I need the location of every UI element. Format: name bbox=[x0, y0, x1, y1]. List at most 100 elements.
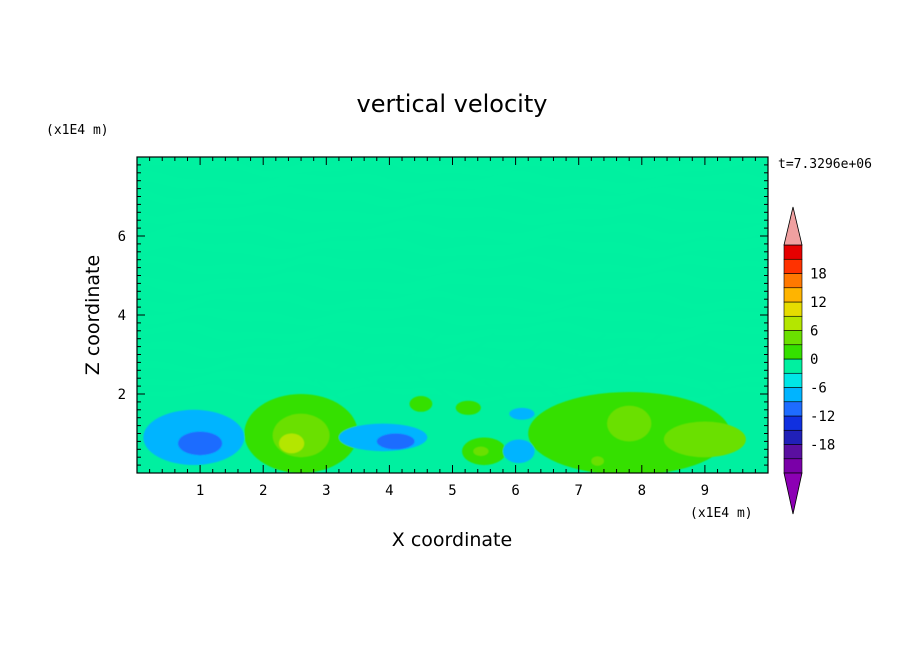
x-tick-label: 8 bbox=[638, 483, 646, 499]
contour-streak bbox=[345, 360, 371, 382]
velocity-cell bbox=[178, 431, 223, 456]
colorbar-swatch bbox=[783, 287, 803, 303]
colorbar-swatch bbox=[783, 244, 803, 260]
x-tick-label: 1 bbox=[196, 483, 204, 499]
velocity-cell bbox=[503, 439, 535, 464]
colorbar: 18 12 6 0 -6 -12 -18 bbox=[783, 206, 835, 515]
contour-streak bbox=[386, 353, 412, 374]
contour-streak bbox=[331, 353, 357, 374]
y-tick-label: 4 bbox=[118, 308, 126, 324]
colorbar-over-arrow bbox=[783, 206, 803, 246]
y-tick-label: 2 bbox=[118, 387, 126, 403]
colorbar-swatch bbox=[783, 458, 803, 474]
velocity-cell bbox=[473, 446, 489, 456]
x-tick-label: 9 bbox=[701, 483, 709, 499]
x-tick-label: 5 bbox=[448, 483, 456, 499]
colorbar-swatch bbox=[783, 372, 803, 388]
colorbar-tick-label: -6 bbox=[810, 381, 827, 397]
colorbar-tick-label: 12 bbox=[810, 295, 827, 311]
y-tick-label: 6 bbox=[118, 229, 126, 245]
colorbar-swatch bbox=[783, 258, 803, 274]
colorbar-swatch bbox=[783, 273, 803, 289]
contour-blobs bbox=[143, 392, 746, 473]
contour-band bbox=[137, 370, 768, 391]
colorbar-swatch bbox=[783, 387, 803, 403]
x-tick-label: 6 bbox=[511, 483, 519, 499]
contour-band bbox=[137, 219, 768, 244]
y-unit-label: (x1E4 m) bbox=[46, 123, 109, 138]
x-axis-label: X coordinate bbox=[392, 529, 512, 551]
contour-streak bbox=[317, 380, 343, 402]
contour-band bbox=[137, 254, 768, 277]
x-tick-label: 2 bbox=[259, 483, 267, 499]
contour-band bbox=[137, 236, 768, 260]
y-axis-ticks: 2 4 6 bbox=[118, 156, 768, 474]
x-tick-label: 3 bbox=[322, 483, 330, 499]
contour-streak bbox=[692, 333, 718, 354]
colorbar-swatch bbox=[783, 401, 803, 417]
contour-streak bbox=[442, 353, 468, 374]
contour-streak bbox=[400, 360, 426, 382]
contour-band bbox=[137, 289, 768, 313]
contour-streak bbox=[525, 333, 551, 354]
contour-streak bbox=[289, 360, 315, 382]
velocity-cell bbox=[455, 400, 481, 415]
x-tick-label: 4 bbox=[385, 483, 393, 499]
contour-band bbox=[137, 170, 768, 195]
velocity-cell bbox=[663, 421, 746, 458]
colorbar-swatch bbox=[783, 330, 803, 346]
contour-streak bbox=[608, 353, 634, 374]
colorbar-swatch bbox=[783, 358, 803, 374]
colorbar-swatch bbox=[783, 444, 803, 460]
contour-streak bbox=[358, 333, 384, 354]
velocity-cell bbox=[279, 433, 305, 454]
y-axis-label: Z coordinate bbox=[82, 255, 104, 375]
velocity-cell bbox=[591, 456, 604, 466]
contour-streak bbox=[469, 333, 495, 354]
contour-streak bbox=[275, 353, 301, 374]
contour-band bbox=[137, 270, 768, 296]
time-label: t=7.3296e+06 bbox=[778, 157, 872, 172]
colorbar-tick-label: 6 bbox=[810, 324, 818, 340]
velocity-cell bbox=[409, 396, 433, 412]
colorbar-tick-label: 0 bbox=[810, 352, 818, 368]
velocity-cell bbox=[272, 413, 330, 458]
contour-streak bbox=[636, 333, 662, 354]
contour-streak bbox=[497, 353, 523, 374]
velocity-cell bbox=[376, 433, 415, 450]
contour-streak bbox=[553, 353, 579, 374]
x-axis-ticks: 1 2 3 4 5 6 7 8 9 bbox=[136, 157, 769, 499]
contour-band bbox=[137, 306, 768, 328]
colorbar-tick-label: 18 bbox=[810, 267, 827, 283]
contour-streak bbox=[664, 353, 690, 374]
colorbar-tick-label: -12 bbox=[810, 409, 835, 425]
velocity-cell bbox=[607, 405, 652, 442]
contour-streak bbox=[567, 360, 593, 382]
contour-streak bbox=[414, 333, 440, 354]
x-tick-label: 7 bbox=[574, 483, 582, 499]
contour-streak bbox=[428, 380, 454, 402]
contour-band bbox=[137, 203, 768, 226]
contour-streak bbox=[539, 380, 565, 402]
contour-band bbox=[137, 186, 768, 208]
colorbar-swatch bbox=[783, 344, 803, 360]
contour-band bbox=[137, 321, 768, 345]
contour-streak bbox=[581, 333, 607, 354]
velocity-cell bbox=[509, 407, 535, 420]
contour-streak bbox=[511, 360, 537, 382]
contour-streak bbox=[678, 360, 704, 382]
contour-streak bbox=[719, 353, 745, 374]
contour-streak bbox=[483, 380, 509, 402]
plot-area bbox=[137, 157, 768, 473]
colorbar-swatch bbox=[783, 315, 803, 331]
contour-streak bbox=[303, 333, 329, 354]
chart-title: vertical velocity bbox=[357, 90, 548, 118]
colorbar-swatch bbox=[783, 429, 803, 445]
colorbar-tick-label: -18 bbox=[810, 438, 835, 454]
colorbar-swatch bbox=[783, 301, 803, 317]
contour-streak bbox=[622, 360, 648, 382]
colorbar-swatch bbox=[783, 415, 803, 431]
contour-streak bbox=[372, 380, 398, 402]
x-unit-label: (x1E4 m) bbox=[690, 506, 753, 521]
